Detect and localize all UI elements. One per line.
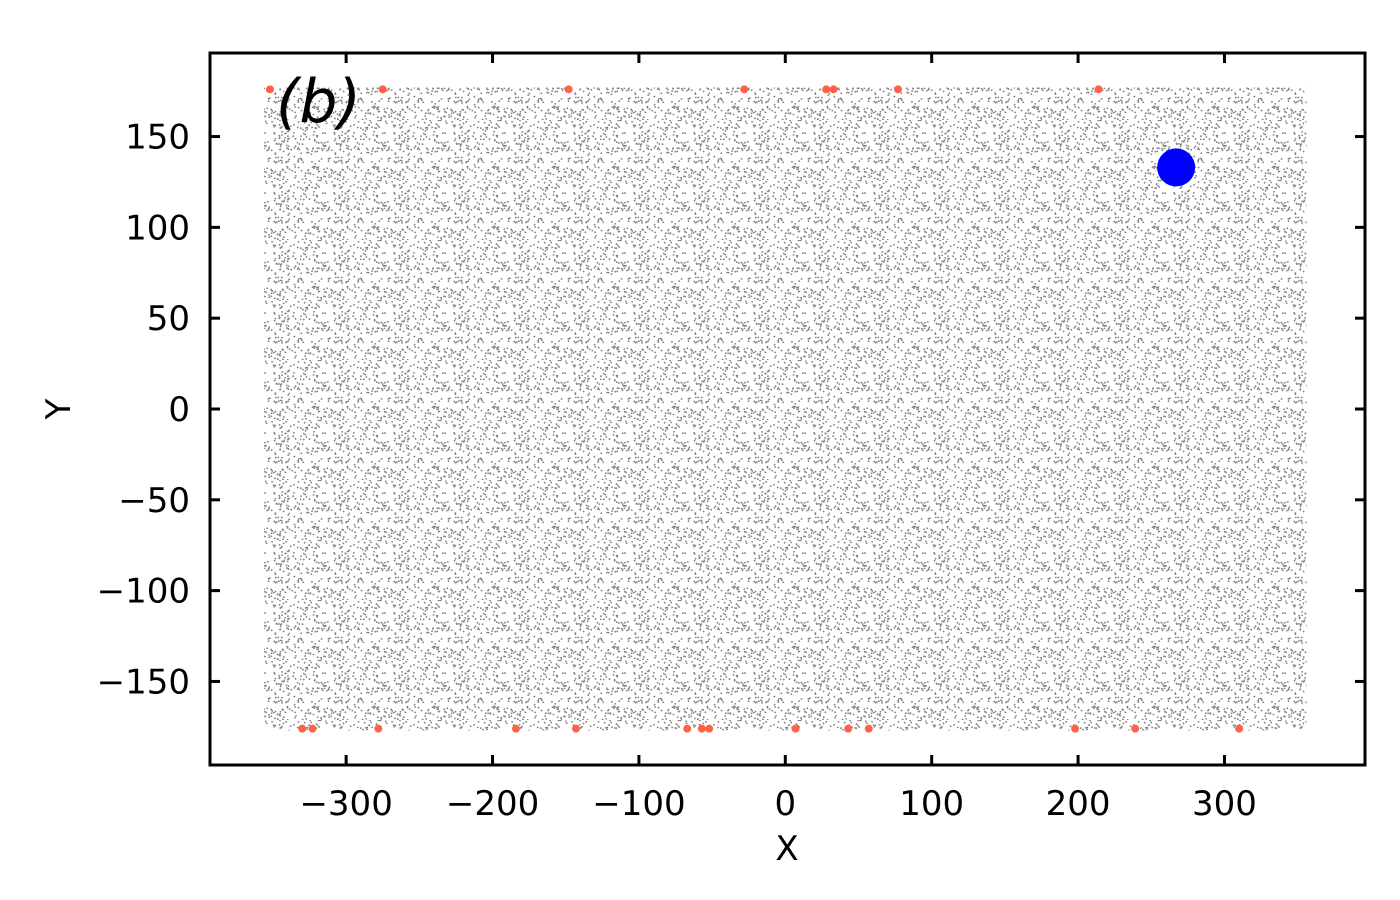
point: [697, 724, 706, 733]
point: [822, 85, 831, 94]
point: [1235, 724, 1244, 733]
x-tick-label: −300: [299, 784, 392, 824]
x-tick-label: 100: [899, 784, 964, 824]
x-tick-label: 300: [1192, 784, 1257, 824]
point: [298, 724, 307, 733]
y-tick-label: −100: [97, 572, 190, 612]
y-tick-label: 0: [168, 390, 190, 430]
point: [740, 85, 749, 94]
y-tick-label: 100: [125, 208, 190, 248]
y-tick-label: −50: [118, 481, 190, 521]
panel-label: (b): [276, 67, 361, 137]
point: [1071, 724, 1080, 733]
x-tick-label: −200: [446, 784, 539, 824]
point: [374, 724, 383, 733]
x-tick-label: 0: [774, 784, 796, 824]
x-tick-label: −100: [592, 784, 685, 824]
point: [266, 85, 275, 94]
background-points: [264, 87, 1307, 731]
y-tick-label: −150: [97, 662, 190, 702]
point: [864, 724, 873, 733]
x-axis-label: X: [775, 829, 798, 869]
point: [571, 724, 580, 733]
point: [1131, 724, 1140, 733]
plot-area: [264, 85, 1307, 733]
point: [844, 724, 853, 733]
point: [705, 724, 714, 733]
point: [829, 85, 838, 94]
x-tick-label: 200: [1046, 784, 1111, 824]
point: [1094, 85, 1103, 94]
point: [511, 724, 520, 733]
point: [308, 724, 317, 733]
point: [894, 85, 903, 94]
y-axis-label: Y: [39, 398, 79, 420]
point: [564, 85, 573, 94]
y-tick-label: 150: [125, 118, 190, 158]
point: [791, 724, 800, 733]
y-tick-label: 50: [147, 299, 190, 339]
point: [683, 724, 692, 733]
point: [1157, 148, 1196, 187]
point: [378, 85, 387, 94]
